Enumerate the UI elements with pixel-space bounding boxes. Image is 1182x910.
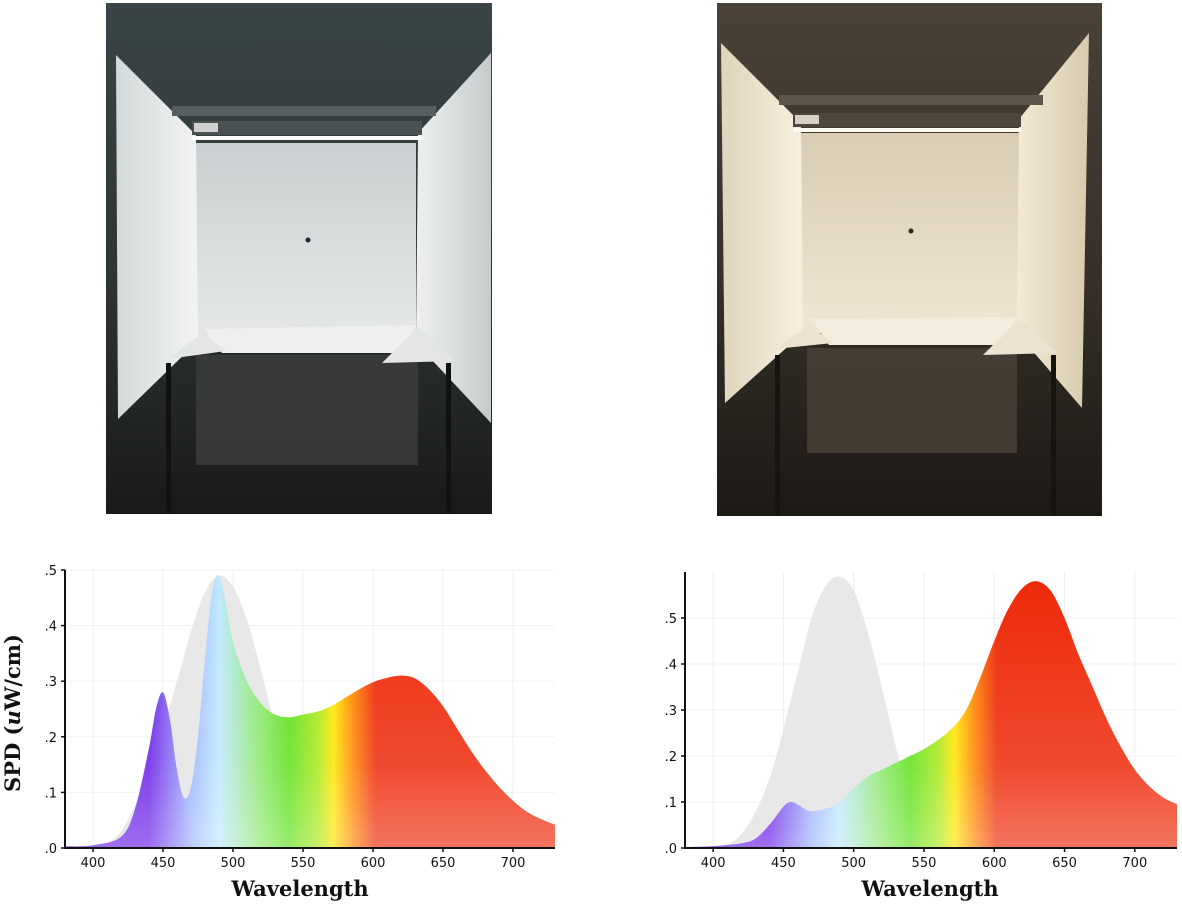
y-tick-label: .3: [665, 704, 677, 719]
x-tick-label: 500: [841, 856, 866, 871]
y-tick-label: .1: [45, 786, 57, 801]
spectrum-shading: [685, 581, 1177, 848]
x-axis-title: Wavelength: [860, 876, 998, 901]
spd-chart-left: .0 .1 .2 .3 .4 .5 400 450 500 550 600 650 700 Wavelen…: [0, 564, 555, 901]
x-tick-label: 650: [1052, 856, 1077, 871]
x-tick-label: 550: [291, 856, 316, 871]
x-tick-label: 450: [151, 856, 176, 871]
x-axis-title: Wavelength: [230, 876, 368, 901]
y-tick-label: .5: [665, 612, 677, 627]
y-tick-label: .4: [45, 620, 57, 635]
y-tick-label: .3: [45, 675, 57, 690]
y-tick-label: .1: [665, 796, 677, 811]
x-tick-label: 700: [501, 856, 526, 871]
x-tick-label: 400: [81, 856, 106, 871]
x-tick-label: 550: [912, 856, 937, 871]
y-tick-label: .5: [45, 564, 57, 579]
x-tick-label: 600: [982, 856, 1007, 871]
y-tick-label: .2: [665, 750, 677, 765]
y-tick-label: .0: [665, 842, 677, 857]
fixation-dot: [908, 228, 914, 234]
y-tick-label: .2: [45, 731, 57, 746]
x-tick-label: 400: [701, 856, 726, 871]
y-tick-label: .4: [665, 658, 677, 673]
x-tick-label: 700: [1122, 856, 1147, 871]
spectrum-shading: [65, 575, 555, 848]
x-tick-label: 450: [771, 856, 796, 871]
label-plate: [795, 115, 819, 124]
x-tick-label: 500: [221, 856, 246, 871]
fixation-dot: [305, 237, 311, 243]
cool-white-booth-photo: [106, 3, 492, 514]
x-tick-label: 650: [431, 856, 456, 871]
warm-white-booth-photo: [717, 3, 1102, 516]
spd-chart-right: .0 .1 .2 .3 .4 .5 400 450 500 550 600 650 700 Wavelen…: [665, 572, 1177, 901]
label-plate: [194, 123, 218, 132]
y-tick-label: .0: [45, 842, 57, 857]
y-axis-title: SPD (uW/cm): [0, 634, 25, 792]
x-tick-label: 600: [361, 856, 386, 871]
